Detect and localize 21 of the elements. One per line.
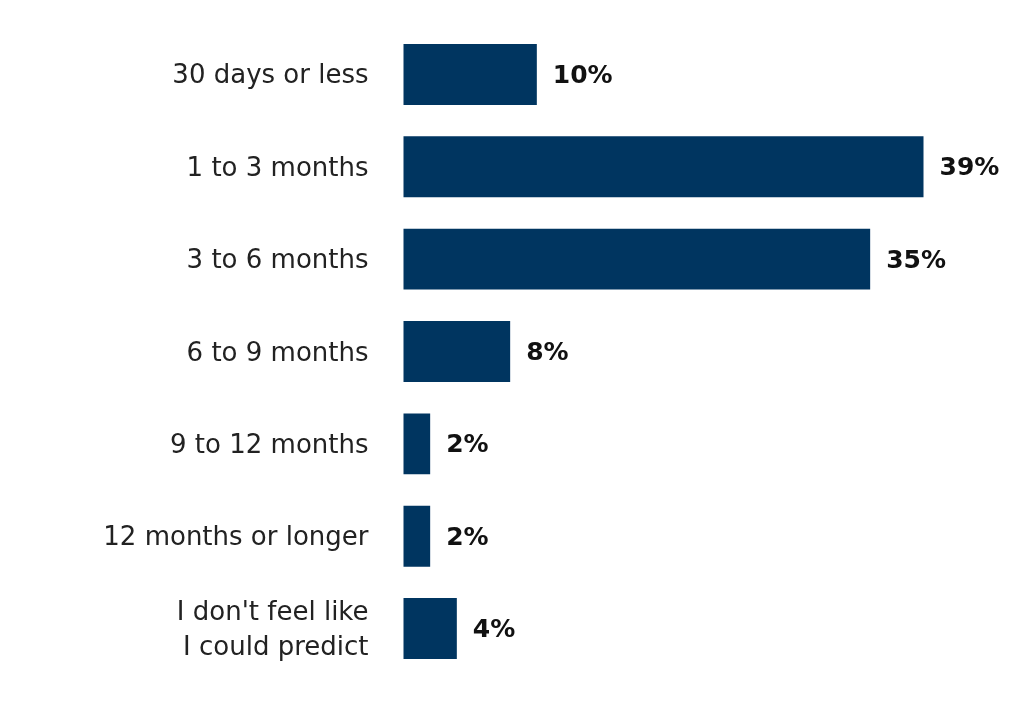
y-tick-label: 6 to 9 months <box>186 336 369 367</box>
data-label: 35% <box>886 244 947 274</box>
data-label: 2% <box>446 521 489 551</box>
y-tick-label: 30 days or less <box>172 59 369 90</box>
y-tick-label: 9 to 12 months <box>170 428 369 459</box>
bar <box>403 136 924 198</box>
bar <box>403 43 537 105</box>
y-tick-label: 12 months or longer <box>103 521 369 552</box>
data-label: 2% <box>446 429 489 459</box>
y-tick-label: 1 to 3 months <box>186 151 369 182</box>
bar <box>403 505 431 567</box>
bar <box>403 413 431 475</box>
bar <box>403 598 457 660</box>
data-label: 10% <box>552 59 613 89</box>
data-label: 39% <box>939 152 1000 182</box>
y-tick-label: I don't feel like I could predict <box>176 596 369 661</box>
bar <box>403 228 871 290</box>
data-label: 8% <box>526 337 569 366</box>
bar <box>403 321 511 382</box>
data-label: 4% <box>472 614 516 644</box>
y-tick-label: 3 to 6 months <box>186 244 369 275</box>
